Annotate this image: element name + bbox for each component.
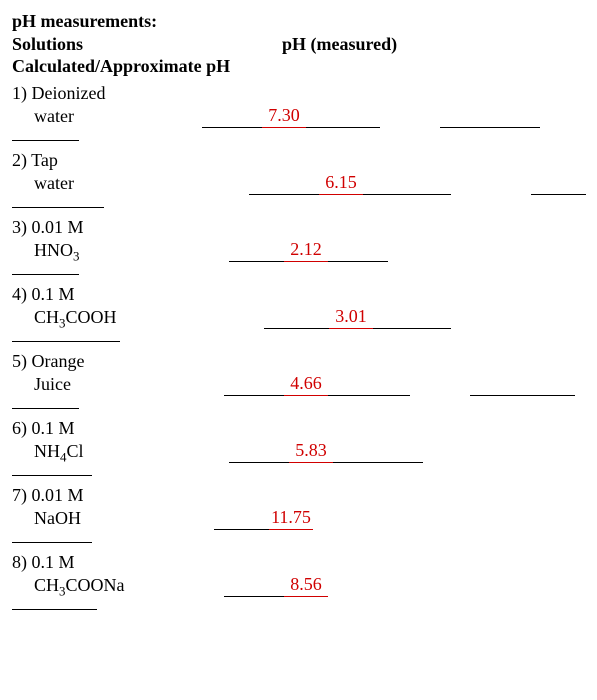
entry-line2: Juice 4.66 (12, 372, 585, 396)
calc-blank-below (12, 475, 92, 480)
entry-label-1: Deionized (32, 83, 106, 103)
ph-value: 7.30 (262, 104, 306, 128)
entry-5: 5) OrangeJuice 4.66 (12, 350, 585, 413)
ph-value: 8.56 (284, 573, 328, 597)
entry-line2: water 7.30 (12, 104, 585, 128)
col-solutions: Solutions (12, 33, 282, 56)
ph-value: 4.66 (284, 372, 328, 396)
col-ph-measured: pH (measured) (282, 33, 397, 56)
entry-label-2: HNO3 (12, 239, 134, 262)
entry-label-1: 0.1 M (32, 418, 75, 438)
entry-label-1: Tap (31, 150, 58, 170)
ph-blank-left (229, 243, 284, 262)
entry-line1: 3) 0.01 M (12, 216, 585, 239)
entry-label-2: Juice (12, 373, 134, 396)
entry-number: 1) (12, 83, 32, 103)
entry-line1: 7) 0.01 M (12, 484, 585, 507)
ph-value: 2.12 (284, 238, 328, 262)
entry-line1: 5) Orange (12, 350, 585, 373)
ph-blank-left (224, 377, 284, 396)
calc-blank-inline (531, 176, 586, 195)
ph-blank-right (363, 176, 451, 195)
calc-blank-inline (470, 377, 575, 396)
entry-line2: NaOH 11.75 (12, 506, 585, 530)
entry-number: 2) (12, 150, 31, 170)
ph-value: 11.75 (269, 506, 313, 530)
entry-1: 1) Deionizedwater 7.30 (12, 82, 585, 145)
entry-label-2: NH4Cl (12, 440, 134, 463)
ph-blank-right (373, 310, 451, 329)
blank-area: 8.56 (134, 573, 585, 597)
entry-6: 6) 0.1 MNH4Cl 5.83 (12, 417, 585, 480)
blank-area: 2.12 (134, 238, 585, 262)
entry-8: 8) 0.1 MCH3COONa 8.56 (12, 551, 585, 614)
entry-line1: 2) Tap (12, 149, 585, 172)
calc-blank-below (12, 542, 92, 547)
calc-blank-below (12, 609, 97, 614)
header-row: Solutions pH (measured) (12, 33, 585, 56)
entry-label-1: 0.01 M (32, 485, 84, 505)
entry-line2: CH3COOH 3.01 (12, 305, 585, 329)
ph-blank-left (249, 176, 319, 195)
entry-line2: CH3COONa 8.56 (12, 573, 585, 597)
entry-label-1: 0.1 M (32, 284, 75, 304)
ph-blank-right (306, 109, 380, 128)
entry-line1: 1) Deionized (12, 82, 585, 105)
col-calc: Calculated/Approximate pH (12, 55, 585, 78)
ph-blank-left (229, 444, 289, 463)
blank-area: 6.15 (134, 171, 586, 195)
entry-line1: 6) 0.1 M (12, 417, 585, 440)
entry-line2: water 6.15 (12, 171, 585, 195)
entry-line2: NH4Cl 5.83 (12, 439, 585, 463)
calc-blank-below (12, 207, 104, 212)
ph-value: 6.15 (319, 171, 363, 195)
ph-value: 3.01 (329, 305, 373, 329)
entry-number: 3) (12, 217, 32, 237)
entry-line1: 4) 0.1 M (12, 283, 585, 306)
blank-area: 7.30 (134, 104, 585, 128)
entry-4: 4) 0.1 MCH3COOH 3.01 (12, 283, 585, 346)
entry-number: 8) (12, 552, 32, 572)
calc-blank-below (12, 274, 79, 279)
entry-label-1: Orange (32, 351, 85, 371)
title: pH measurements: (12, 10, 585, 33)
entry-number: 4) (12, 284, 32, 304)
entry-7: 7) 0.01 MNaOH 11.75 (12, 484, 585, 547)
calc-blank-below (12, 140, 79, 145)
ph-blank-left (202, 109, 262, 128)
entry-number: 7) (12, 485, 32, 505)
entry-line2: HNO3 2.12 (12, 238, 585, 262)
entry-label-1: 0.1 M (32, 552, 75, 572)
blank-area: 5.83 (134, 439, 585, 463)
blank-area: 4.66 (134, 372, 585, 396)
ph-blank-right (328, 377, 410, 396)
blank-area: 11.75 (134, 506, 585, 530)
entry-label-2: CH3COONa (12, 574, 134, 597)
ph-blank-right (328, 243, 388, 262)
calc-blank-inline (440, 109, 540, 128)
entry-label-2: CH3COOH (12, 306, 134, 329)
ph-blank-left (264, 310, 329, 329)
ph-blank-left (224, 578, 284, 597)
entry-2: 2) Tapwater 6.15 (12, 149, 585, 212)
entry-label-2: water (12, 105, 134, 128)
ph-blank-right (333, 444, 423, 463)
calc-blank-below (12, 408, 79, 413)
entry-label-2: water (12, 172, 134, 195)
blank-area: 3.01 (134, 305, 585, 329)
entry-number: 6) (12, 418, 32, 438)
entry-number: 5) (12, 351, 32, 371)
entry-label-2: NaOH (12, 507, 134, 530)
entry-line1: 8) 0.1 M (12, 551, 585, 574)
entry-3: 3) 0.01 MHNO3 2.12 (12, 216, 585, 279)
calc-blank-below (12, 341, 120, 346)
ph-value: 5.83 (289, 439, 333, 463)
ph-blank-left (214, 511, 269, 530)
entry-label-1: 0.01 M (32, 217, 84, 237)
